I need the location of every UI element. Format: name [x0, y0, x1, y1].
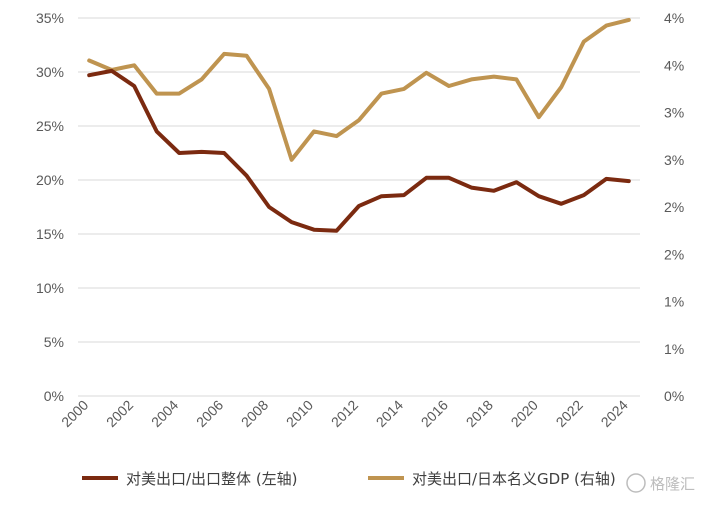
x-tick-label: 2010 [283, 397, 316, 430]
right-y-tick-label: 4% [664, 10, 684, 26]
x-tick-label: 2008 [238, 397, 271, 430]
x-tick-label: 2006 [193, 397, 226, 430]
right-y-tick-label: 3% [664, 105, 684, 121]
x-tick-label: 2004 [148, 397, 181, 430]
left-y-tick-label: 20% [36, 172, 64, 188]
x-tick-label: 2012 [328, 397, 361, 430]
series-lines [87, 17, 631, 233]
left-y-tick-label: 25% [36, 118, 64, 134]
x-tick-label: 2018 [463, 397, 496, 430]
x-tick-label: 2016 [418, 397, 451, 430]
series-line-right-axis [87, 17, 631, 162]
left-y-tick-label: 35% [36, 10, 64, 26]
series-line-left-axis [87, 68, 631, 233]
left-y-tick-label: 0% [44, 388, 64, 404]
right-y-tick-label: 1% [664, 341, 684, 357]
left-y-tick-label: 5% [44, 334, 64, 350]
x-tick-label: 2002 [103, 397, 136, 430]
legend-label: 对美出口/日本名义GDP (右轴) [412, 470, 616, 488]
gridlines [78, 17, 640, 397]
x-tick-label: 2022 [553, 397, 586, 430]
x-tick-label: 2020 [508, 397, 541, 430]
left-y-axis: 0% 5% 10% 15% 20% 25% 30% 35% [36, 10, 64, 404]
x-tick-label: 2014 [373, 397, 406, 430]
right-y-tick-label: 4% [664, 57, 684, 73]
watermark-logo-icon [626, 473, 646, 493]
left-y-tick-label: 10% [36, 280, 64, 296]
right-y-tick-label: 0% [664, 388, 684, 404]
right-y-tick-label: 3% [664, 152, 684, 168]
x-axis: 2000 2002 2004 2006 2008 2010 2012 2014 2016 2018… [58, 397, 631, 430]
legend: 对美出口/出口整体 (左轴) 对美出口/日本名义GDP (右轴) [82, 470, 616, 488]
legend-label: 对美出口/出口整体 (左轴) [126, 470, 298, 488]
right-y-tick-label: 2% [664, 199, 684, 215]
watermark: 格隆汇 [626, 473, 695, 493]
x-tick-label: 2024 [598, 397, 631, 430]
left-y-tick-label: 30% [36, 64, 64, 80]
right-y-axis: 0% 1% 1% 2% 2% 3% 3% 4% 4% [664, 10, 684, 404]
right-y-tick-label: 2% [664, 246, 684, 262]
watermark-text: 格隆汇 [650, 475, 695, 493]
left-y-tick-label: 15% [36, 226, 64, 242]
right-y-tick-label: 1% [664, 294, 684, 310]
